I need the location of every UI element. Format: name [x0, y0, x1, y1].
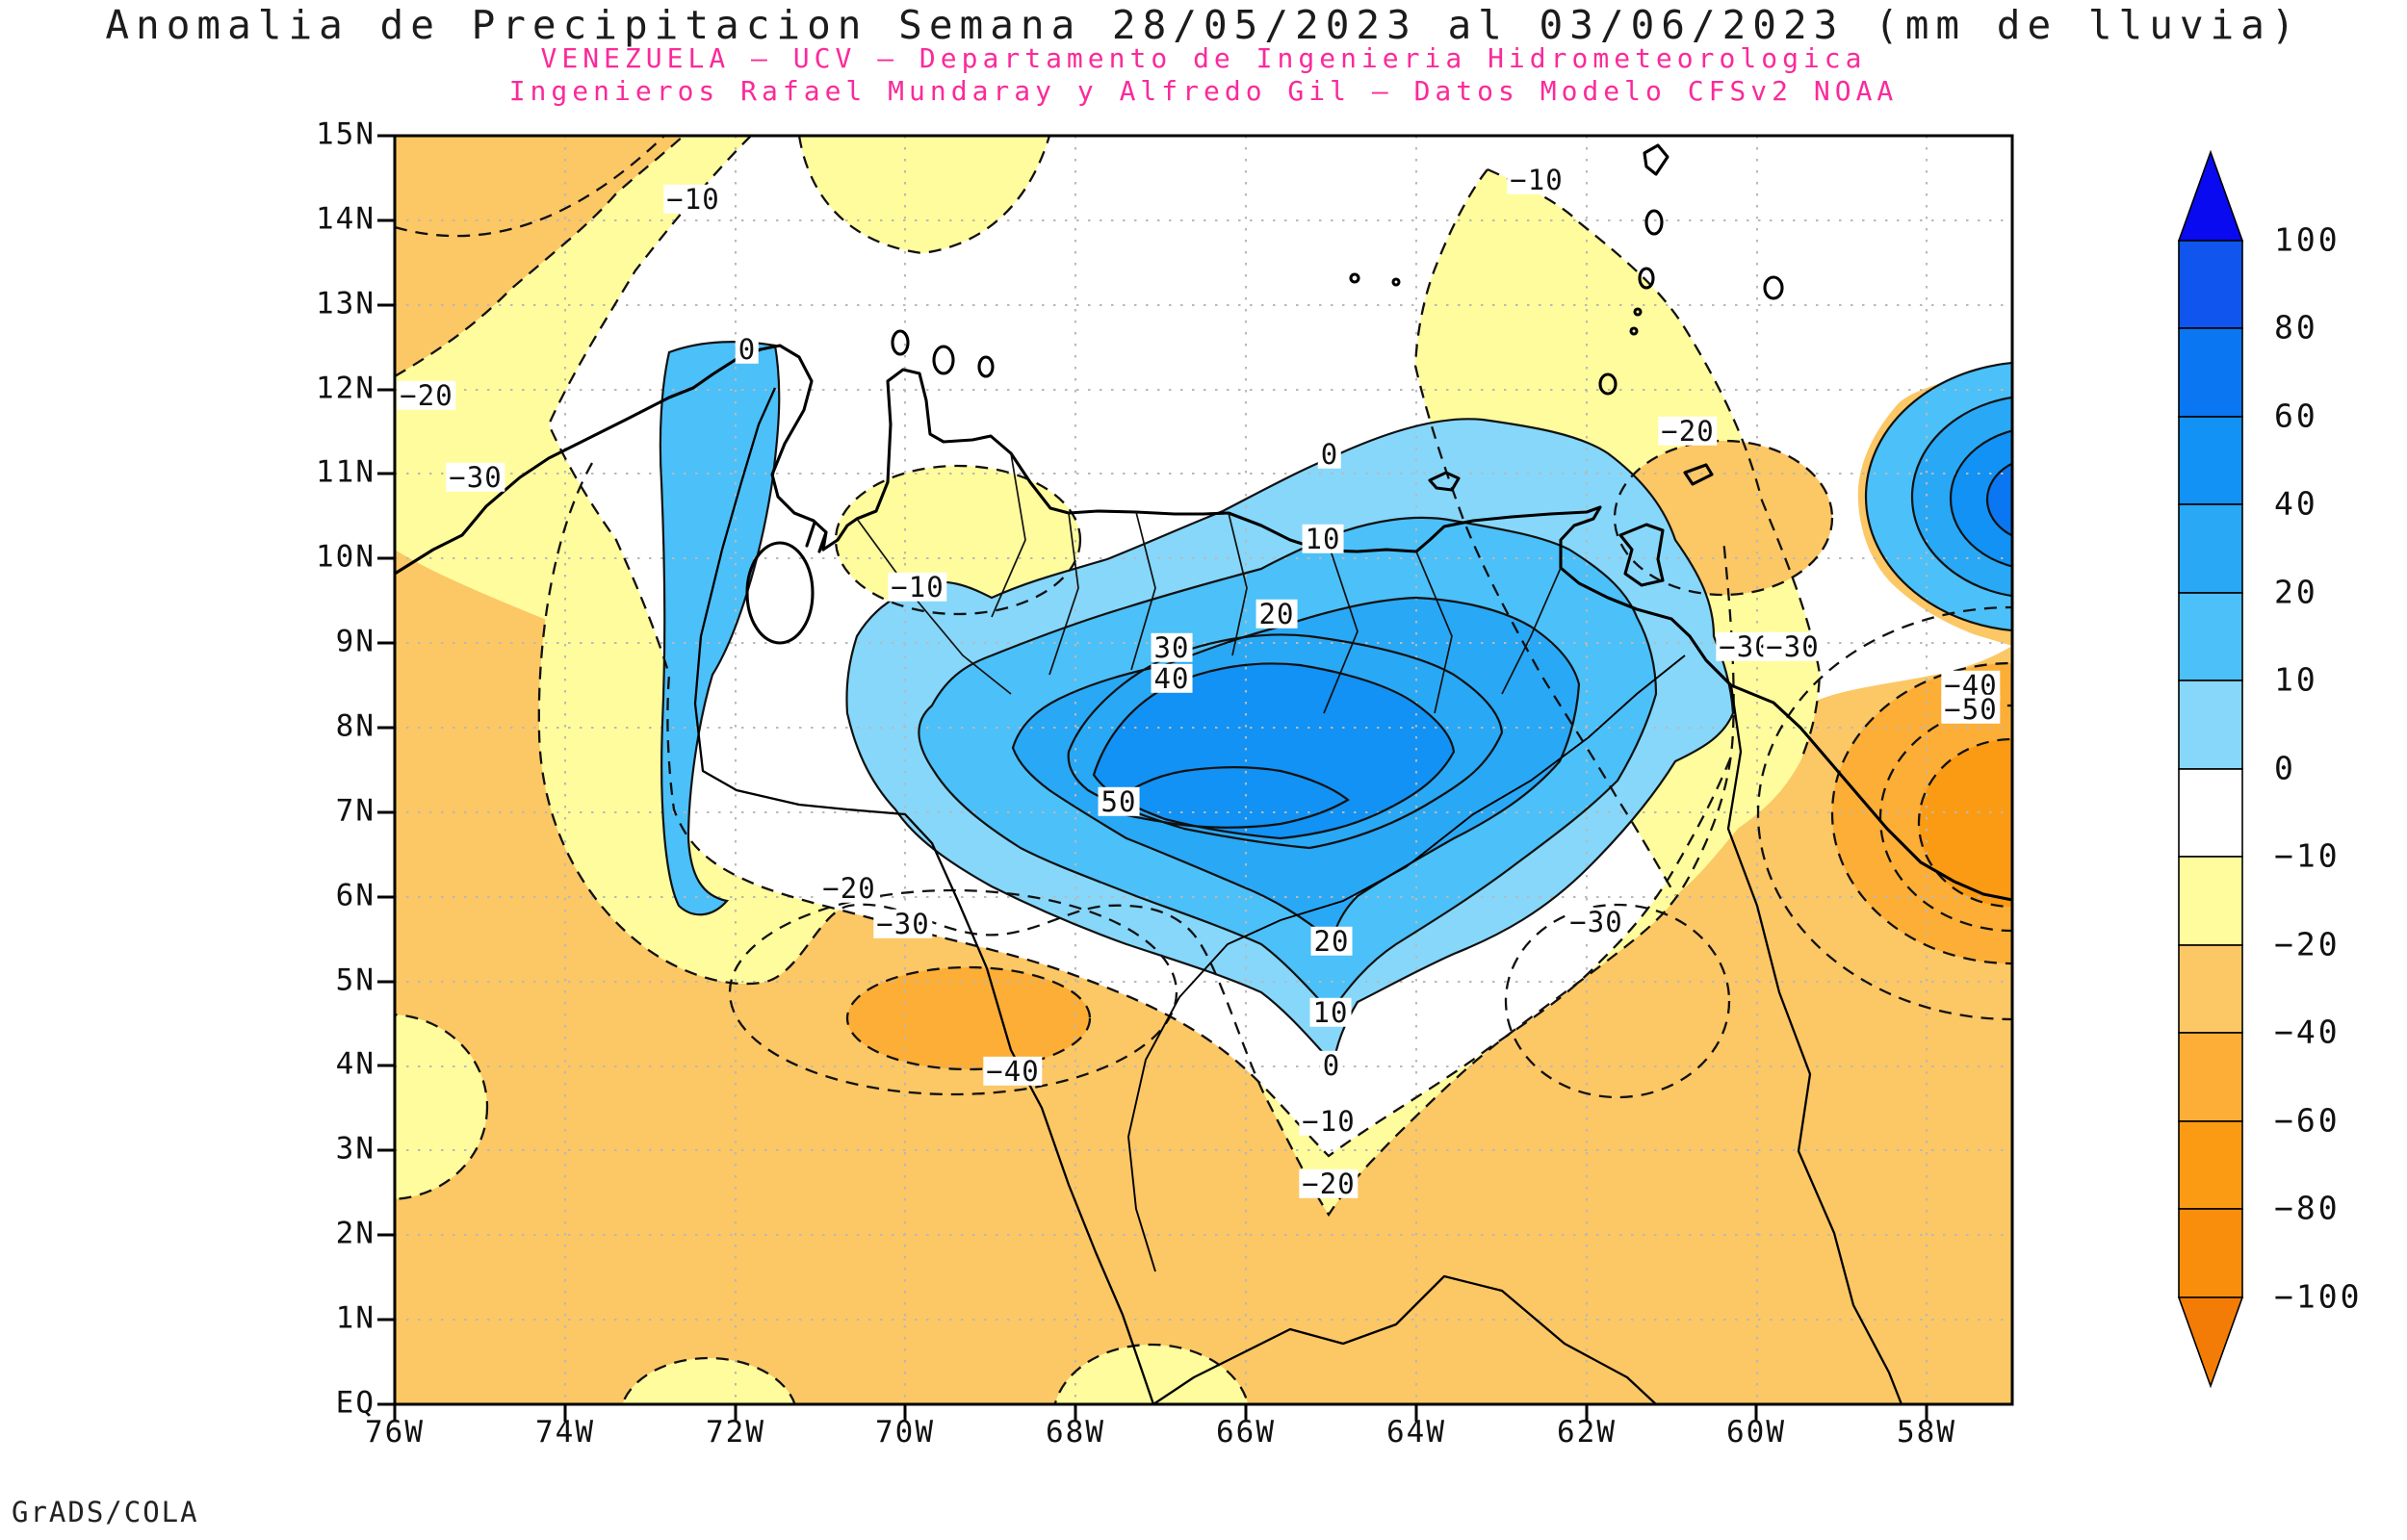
x-axis-tick-label: 76W: [365, 1415, 425, 1450]
colorbar-tick-label: −40: [2274, 1013, 2341, 1051]
contour-label: −20: [1299, 1168, 1359, 1198]
colorbar-tick-label: 60: [2274, 397, 2318, 435]
contour-label: 10: [1309, 997, 1352, 1027]
colorbar-arrow-bottom: [2177, 1296, 2244, 1389]
axis-ticks: [377, 134, 1928, 1422]
y-axis-tick-label: 6N: [335, 878, 375, 913]
colorbar-arrow-top: [2177, 149, 2244, 242]
y-axis-tick-label: 11N: [316, 454, 375, 490]
colorbar-tick-label: 0: [2274, 749, 2296, 787]
contour-label: −10: [1507, 165, 1566, 194]
contour-label: 50: [1098, 786, 1140, 816]
colorbar-tick-label: −20: [2274, 925, 2341, 963]
colorbar: [2177, 149, 2244, 1389]
yellow-blob-topcenter: [799, 136, 1049, 253]
y-axis-tick-label: 3N: [335, 1131, 375, 1167]
y-axis-tick-label: 7N: [335, 793, 375, 829]
y-axis-tick-label: 15N: [316, 116, 375, 152]
colorbar-tick-label: 40: [2274, 484, 2318, 523]
yellow-blob-leftedge: [395, 1014, 487, 1199]
y-axis-tick-label: 10N: [316, 539, 375, 575]
yellow-tongue-bottom-1: [622, 1358, 795, 1404]
y-axis-tick-label: 14N: [316, 201, 375, 237]
yellow-band-topleft: [395, 136, 751, 675]
y-axis-tick-label: 9N: [335, 624, 375, 659]
contour-label: 40: [1151, 663, 1193, 693]
map-frame: [393, 134, 2014, 1406]
colorbar-tick-label: −80: [2274, 1189, 2341, 1227]
x-axis-tick-label: 60W: [1726, 1415, 1786, 1450]
y-axis-tick-label: 12N: [316, 371, 375, 406]
yellow-tongue-bottom-2: [1054, 1345, 1249, 1404]
grads-credit: GrADS/COLA: [12, 1496, 199, 1528]
x-axis-tick-label: 72W: [706, 1415, 765, 1450]
contour-label: 20: [1255, 599, 1298, 629]
orange-pocket-southwest: [847, 967, 1090, 1069]
y-axis-tick-label: 4N: [335, 1046, 375, 1082]
contour-label: −30: [446, 462, 505, 492]
country-borders: [693, 387, 1903, 1404]
contour-label: 0: [735, 334, 760, 364]
blue-blob-east-2: [1912, 397, 2012, 597]
x-axis-tick-label: 74W: [535, 1415, 595, 1450]
contour-label: −40: [983, 1056, 1043, 1086]
y-axis-tick-label: EQ: [335, 1385, 375, 1421]
y-axis-tick-label: 13N: [316, 286, 375, 321]
contour-label: −30: [873, 909, 933, 938]
contour-label: 10: [1302, 524, 1344, 553]
contour-label: −30: [1566, 907, 1626, 937]
x-axis-tick-label: 64W: [1386, 1415, 1446, 1450]
colorbar-tick-label: 100: [2274, 220, 2341, 259]
colorbar-tick-label: −100: [2274, 1277, 2363, 1316]
y-axis-tick-label: 8N: [335, 708, 375, 744]
contour-label: −30: [1763, 631, 1823, 661]
colorbar-tick-label: −10: [2274, 836, 2341, 875]
y-axis-tick-label: 5N: [335, 962, 375, 998]
contours-positive: [659, 341, 2012, 1067]
contour-label: −50: [1941, 694, 2001, 724]
grid-lines: [395, 136, 2012, 1404]
colorbar-tick-label: 10: [2274, 660, 2318, 699]
blue-blob-east-3: [1951, 430, 2012, 567]
x-axis-tick-label: 66W: [1216, 1415, 1276, 1450]
state-borders: [856, 452, 1562, 714]
contour-label: 30: [1151, 632, 1193, 662]
x-axis-tick-label: 70W: [875, 1415, 935, 1450]
contour-label: −20: [1658, 416, 1718, 446]
contour-label: −20: [819, 873, 879, 903]
orange-blob-east-inner: [1919, 739, 2012, 907]
colorbar-tick-label: −60: [2274, 1101, 2341, 1140]
map-plot-area: [395, 136, 2012, 1404]
blue-blob-east-4: [1987, 463, 2012, 536]
contour-label: −10: [1299, 1106, 1359, 1136]
blue-patch-maracaibo: [660, 342, 780, 915]
colorbar-tick-label: 20: [2274, 573, 2318, 611]
contour-label: 0: [1317, 439, 1342, 469]
colorbar-tick-label: 80: [2274, 308, 2318, 346]
y-axis-tick-label: 2N: [335, 1216, 375, 1251]
page-title: Anomalia de Precipitacion Semana 28/05/2…: [105, 2, 2302, 48]
subtitle-institution: VENEZUELA – UCV – Departamento de Ingeni…: [540, 42, 1867, 74]
contour-label: −10: [663, 184, 723, 214]
contour-label: −20: [397, 380, 456, 410]
y-axis-tick-label: 1N: [335, 1300, 375, 1336]
contour-label: 0: [1319, 1050, 1344, 1080]
contour-label: −10: [888, 572, 947, 602]
x-axis-tick-label: 68W: [1046, 1415, 1105, 1450]
contour-label: 20: [1310, 926, 1353, 956]
x-axis-tick-label: 62W: [1557, 1415, 1617, 1450]
blue-central-40: [1094, 663, 1454, 838]
subtitle-authors: Ingenieros Rafael Mundaray y Alfredo Gil…: [508, 75, 1899, 107]
x-axis-tick-label: 58W: [1897, 1415, 1956, 1450]
